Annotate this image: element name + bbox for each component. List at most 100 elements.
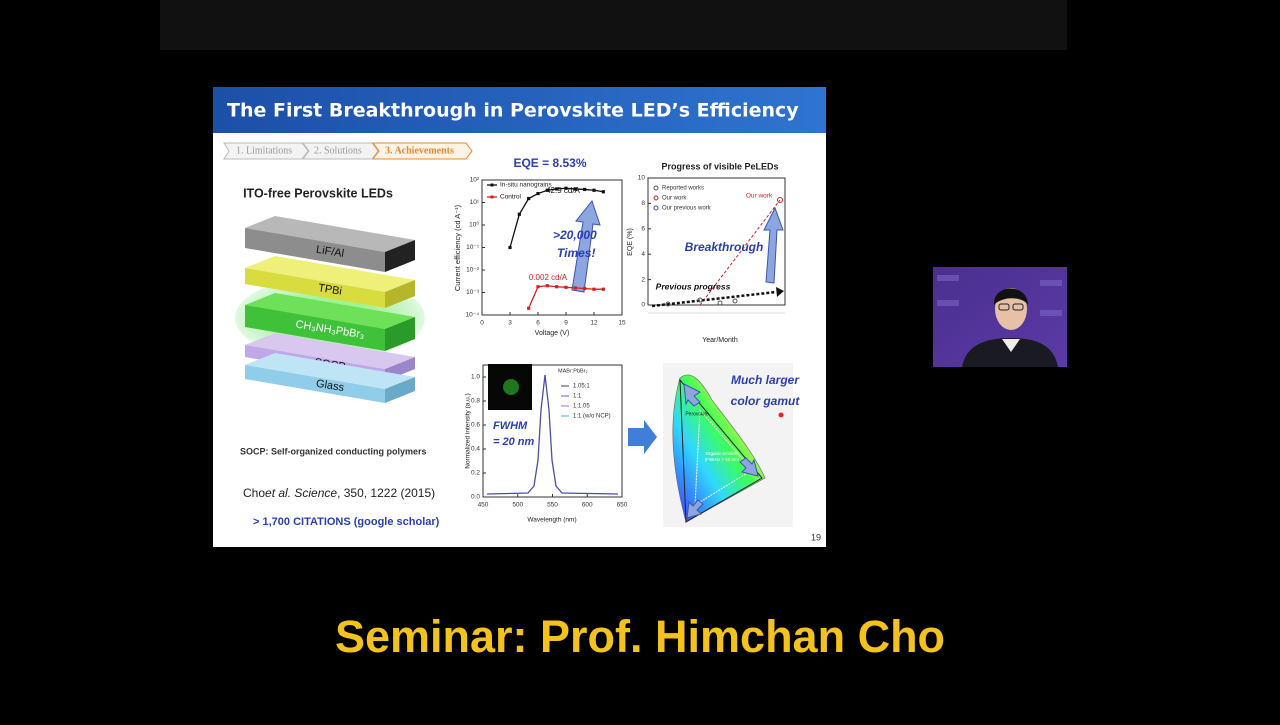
glasses xyxy=(998,303,1010,311)
legend-marker xyxy=(653,205,659,211)
perovskite-label: Perovskite xyxy=(685,411,709,417)
legend-label: 1:1.05 xyxy=(573,404,590,410)
layer-side xyxy=(385,317,415,351)
ref-authors: Cho xyxy=(243,486,265,500)
breakthrough-label: Breakthrough xyxy=(685,240,764,254)
gamut-arrow xyxy=(739,457,759,477)
x-tick-label: 6 xyxy=(536,320,540,327)
layer-top xyxy=(245,216,415,252)
layer-front xyxy=(245,305,385,351)
top-bar xyxy=(160,0,1067,50)
y-axis-label: EQE (%) xyxy=(627,228,634,256)
y-tick-label: 0.4 xyxy=(471,446,480,453)
crumb xyxy=(302,142,379,160)
y-tick-label: 0.8 xyxy=(471,398,480,405)
device-note: SOCP: Self-organized conducting polymers xyxy=(240,446,427,456)
legend-label: Our work xyxy=(662,196,687,202)
y-tick-label: 10² xyxy=(470,177,480,184)
crumb-label: 2. Solutions xyxy=(314,145,362,156)
organic-label: (FWHM > 50 nm) xyxy=(705,457,740,462)
caption: Seminar: Prof. Himchan Cho xyxy=(335,611,945,662)
peak-label: 42.9 cd/A xyxy=(546,186,580,195)
layer-top xyxy=(245,333,415,369)
layer-top xyxy=(245,293,415,329)
layer-front xyxy=(245,365,385,403)
speaker-body xyxy=(962,338,1058,367)
speaker-collar xyxy=(1002,339,1020,352)
layer-side xyxy=(385,280,415,308)
series-point xyxy=(536,285,540,289)
speaker-hair xyxy=(993,288,1028,305)
legend-label: 1:1 (w/o NCP) xyxy=(573,414,611,420)
our-work-label: Our work xyxy=(746,193,773,200)
y-tick-label: 0.2 xyxy=(471,470,480,477)
reference: Choet al. Science, 350, 1222 (2015) xyxy=(243,486,435,500)
y-tick-label: 8 xyxy=(641,200,645,207)
control-label: 0.002 cd/A xyxy=(529,273,568,282)
y-tick-label: 10 xyxy=(638,175,646,182)
legend-title: MABr:PbBr₂ xyxy=(558,368,588,374)
series-point xyxy=(592,188,596,192)
y-tick-label: 4 xyxy=(641,251,645,258)
series-point xyxy=(564,285,568,289)
page-number: 19 xyxy=(811,532,821,542)
backdrop-logo xyxy=(1040,310,1062,316)
legend-label: Control xyxy=(500,194,522,201)
series-point xyxy=(555,285,559,289)
gamut-caption: color gamut xyxy=(731,394,801,408)
y-tick-label: 2 xyxy=(641,276,645,283)
x-tick-label: 650 xyxy=(617,502,628,509)
reported-point xyxy=(717,300,723,306)
legend-label: 1.05:1 xyxy=(573,384,590,390)
reported-point xyxy=(697,297,703,303)
breadcrumbs: 1. Limitations 2. Solutions 3. Achieveme… xyxy=(223,142,473,160)
layer-label: LiF/Al xyxy=(315,244,345,260)
y-tick-label: 10⁻² xyxy=(466,267,480,274)
series-point xyxy=(601,287,605,291)
gain-label: Times! xyxy=(557,246,595,260)
legend-marker xyxy=(653,195,659,201)
ref-journal: et al. Science xyxy=(265,486,337,500)
pl-photo-glow xyxy=(503,379,519,395)
gain-arrow xyxy=(571,199,601,293)
crumb-label: 3. Achievements xyxy=(385,145,454,156)
y-tick-label: 10⁻⁴ xyxy=(466,312,480,319)
series-point xyxy=(583,286,587,291)
x-tick-label: 12 xyxy=(590,320,598,327)
legend-marker xyxy=(490,195,494,199)
marker xyxy=(778,412,784,418)
y-tick-label: 10⁻¹ xyxy=(466,244,480,251)
trend-line xyxy=(699,199,781,306)
pl-spectrum xyxy=(486,374,619,495)
slide-title-bar xyxy=(213,87,826,133)
legend-label: 1:1 xyxy=(573,394,582,400)
webcam xyxy=(933,267,1067,367)
backdrop-logo xyxy=(937,275,959,281)
layer-side xyxy=(385,240,415,272)
y-axis-label: Current efficiency (cd A⁻¹) xyxy=(453,204,462,291)
gamut-triangle xyxy=(679,378,763,523)
legend: MABr:PbBr₂ 1.05:1 1:1 1:1.05 1:1 (w/o NCP) xyxy=(558,368,611,419)
gamut-caption: Much larger xyxy=(731,373,800,387)
plot-frame xyxy=(647,177,786,306)
x-tick-label: 3 xyxy=(508,320,512,327)
glasses xyxy=(1012,303,1024,311)
y-axis-label: Normalized intensity (a.u.) xyxy=(465,393,472,469)
citations: > 1,700 CITATIONS (google scholar) xyxy=(253,516,440,528)
y-tick-label: 10⁰ xyxy=(469,221,479,229)
x-axis-label: Voltage (V) xyxy=(535,330,570,337)
ref-details: , 350, 1222 (2015) xyxy=(337,486,435,500)
arrow-head xyxy=(776,287,784,297)
series-point xyxy=(527,196,531,201)
backdrop-logo xyxy=(1040,280,1062,286)
x-tick-label: 450 xyxy=(478,502,489,509)
x-axis-label: Wavelength (nm) xyxy=(527,517,576,524)
y-tick-label: 0 xyxy=(641,302,645,309)
layer-front xyxy=(245,228,385,272)
fwhm-label: = 20 nm xyxy=(493,436,534,448)
legend: Reported works Our work Our previous work xyxy=(653,185,712,212)
y-tick-label: 1.0 xyxy=(471,374,480,381)
gain-label: >20,000 xyxy=(553,228,597,242)
x-tick-label: 550 xyxy=(547,502,558,509)
